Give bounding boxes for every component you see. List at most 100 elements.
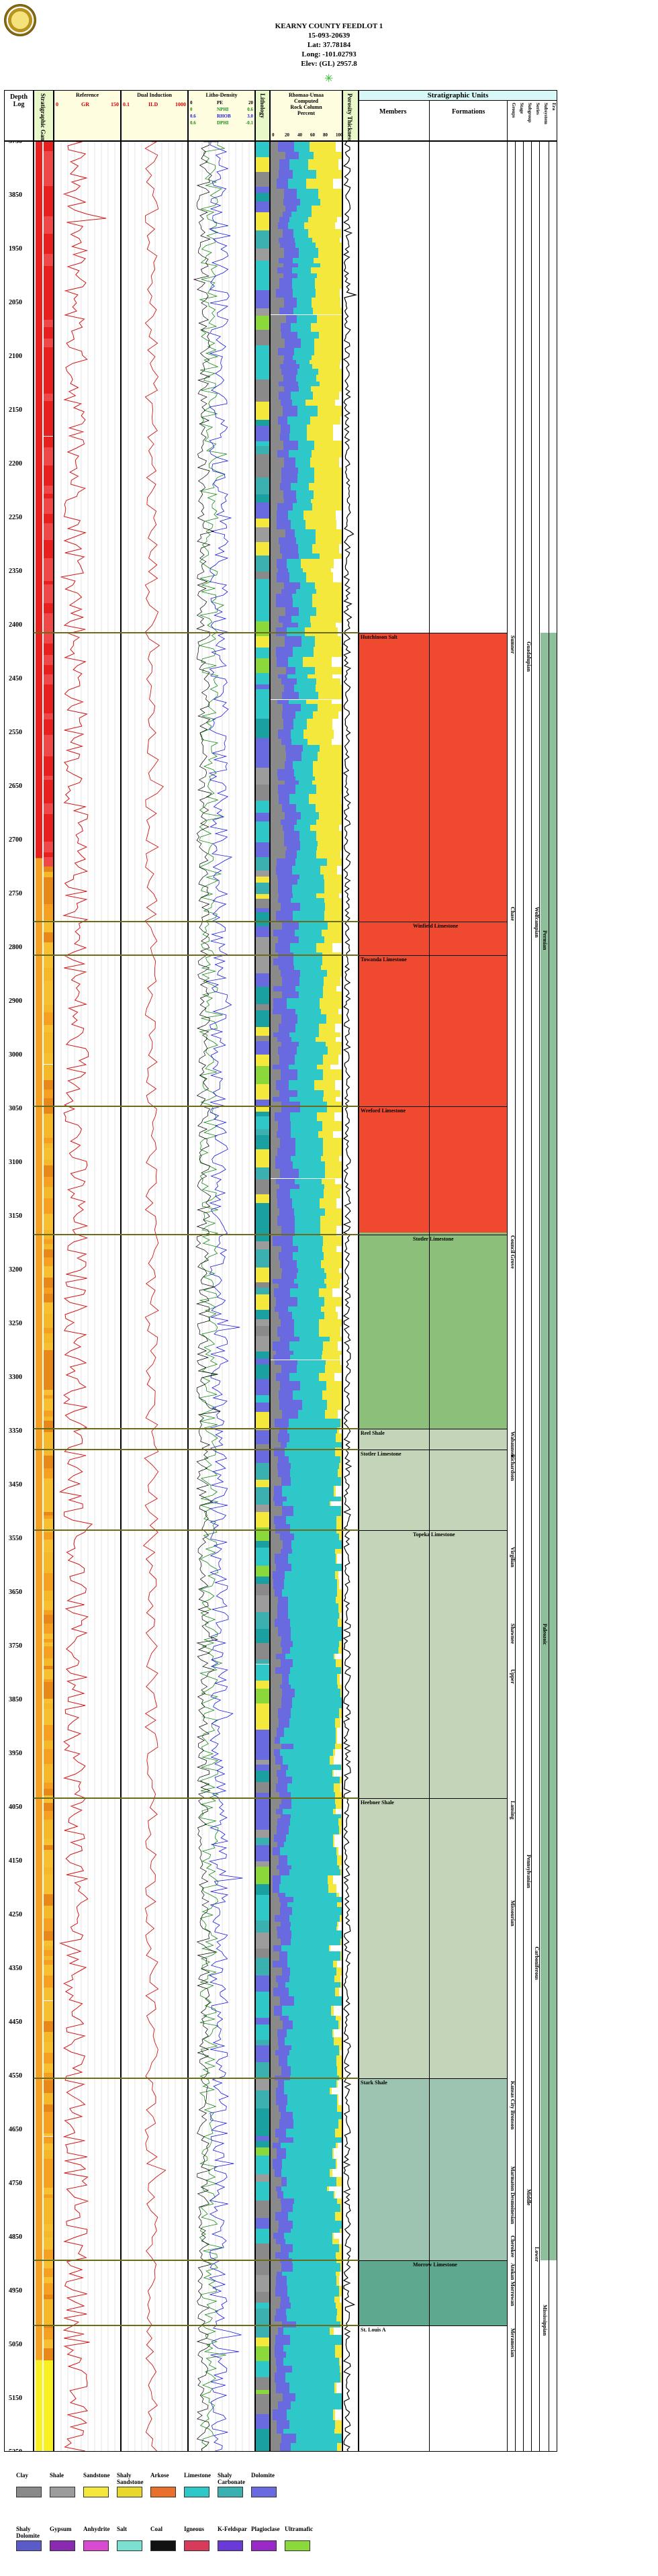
lithology-band (256, 703, 269, 719)
gamma-band (44, 2041, 53, 2053)
rock-fraction (332, 2239, 340, 2244)
rock-fraction (271, 785, 278, 794)
rock-fraction (277, 1147, 296, 1156)
rock-fraction (293, 1897, 342, 1903)
depth-label: 2650 (9, 783, 22, 790)
lithology-band (256, 446, 269, 455)
rock-fraction (271, 537, 279, 545)
rock-fraction (283, 1540, 292, 1550)
depth-label: 2150 (9, 406, 22, 414)
rock-fraction (277, 936, 299, 944)
rock-fraction (299, 902, 326, 911)
gamma-band (44, 2136, 53, 2143)
rock-fraction (296, 314, 318, 323)
rock-fraction (333, 2191, 336, 2199)
rock-fraction (289, 1926, 336, 1931)
gamma-band (44, 2072, 53, 2080)
rock-fraction (335, 2351, 342, 2358)
rock-fraction (281, 1743, 293, 1750)
rock-fraction (313, 768, 342, 776)
gamma-band (44, 1788, 53, 1795)
rock-fraction (280, 969, 300, 977)
gamma-band (44, 1687, 53, 1699)
gamma-band (44, 603, 53, 611)
lithology-band (256, 1462, 269, 1480)
rock-fraction (277, 1982, 285, 1988)
lithology-band (256, 1781, 269, 1793)
rock-fraction (313, 151, 342, 160)
rock-fraction (289, 1914, 340, 1922)
rock-fraction (271, 1032, 273, 1037)
rock-fraction (271, 646, 277, 658)
gamma-band (44, 1119, 53, 1130)
rock-row (271, 1288, 342, 1297)
rock-fraction (292, 288, 316, 298)
rock-fraction (292, 277, 315, 289)
rock-row (271, 1603, 342, 1613)
rock-row (271, 314, 342, 323)
rock-fraction (271, 2345, 275, 2352)
rock-row (271, 544, 342, 553)
rock-fraction (338, 1818, 342, 1826)
rock-fraction (336, 2276, 340, 2286)
lithology-band (256, 2389, 269, 2395)
rock-fraction (271, 1463, 278, 1470)
rock-row (271, 1818, 342, 1826)
rock-row (271, 1907, 342, 1915)
lithology-band (256, 308, 269, 316)
formation-top-line (34, 2324, 359, 2326)
rock-fraction (278, 142, 294, 152)
rock-fraction (277, 1930, 291, 1939)
lithology-band (256, 1991, 269, 2006)
litho-density-track (188, 141, 255, 2452)
rock-fraction (277, 1596, 288, 1604)
rock-fraction (279, 307, 293, 315)
rock-fraction (276, 288, 293, 298)
rock-fraction (282, 1589, 337, 1597)
gamma-band (44, 1410, 53, 1417)
rock-fraction (275, 2286, 287, 2297)
lithology-band (256, 1688, 269, 1704)
rock-fraction (279, 1718, 290, 1728)
rock-fraction (280, 364, 300, 369)
rock-fraction (271, 1380, 280, 1390)
rock-fraction (295, 1216, 321, 1227)
rock-fraction (271, 1155, 276, 1162)
rock-fraction (271, 976, 282, 987)
depth-label: 4950 (9, 2287, 22, 2295)
rock-fraction (271, 1485, 275, 1497)
rock-fraction (320, 1226, 337, 1236)
rock-fraction (271, 1409, 282, 1419)
lithology-track (255, 141, 270, 2452)
latitude: Lat: 37.78184 (307, 41, 351, 49)
gamma-band (44, 1740, 53, 1749)
rock-fraction (279, 169, 293, 179)
rock-row (271, 1618, 342, 1628)
rock-fraction (340, 2262, 342, 2272)
era-label: Carboniferous (534, 1947, 540, 1980)
rock-fraction (329, 2327, 334, 2336)
gamma-band (44, 2223, 53, 2231)
rock-fraction (275, 1914, 290, 1922)
rock-fraction (279, 965, 294, 970)
rock-fraction (283, 273, 298, 278)
gamma-band (44, 1590, 53, 1594)
rock-fraction (306, 718, 332, 729)
gamma-band (44, 1515, 53, 1519)
rock-fraction (339, 2050, 341, 2056)
gamma-band (44, 1489, 53, 1500)
rock-fraction (271, 2233, 273, 2239)
rock-fraction (271, 217, 280, 222)
rock-fraction (271, 930, 273, 937)
rock-row (271, 1138, 342, 1148)
rock-fraction (290, 1130, 318, 1139)
rock-fraction (279, 2045, 292, 2051)
lithology-band (256, 2346, 269, 2362)
rock-fraction (332, 2233, 334, 2239)
gamma-band (44, 1209, 53, 1214)
rock-fraction (295, 537, 316, 545)
rock-row (271, 874, 342, 880)
rock-fraction (292, 893, 317, 898)
rock-row (271, 1496, 342, 1501)
gamma-band (44, 1455, 53, 1469)
